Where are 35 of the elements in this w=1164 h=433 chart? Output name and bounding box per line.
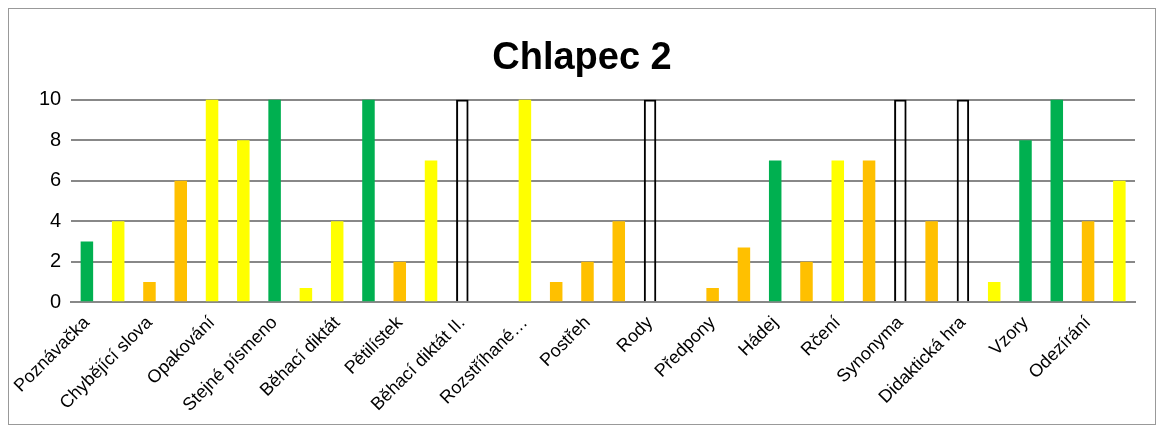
bar (268, 99, 281, 302)
bar (706, 288, 719, 302)
bar (1019, 140, 1032, 302)
bar (831, 160, 845, 302)
bar (393, 261, 407, 302)
bar (612, 221, 626, 302)
y-tick-label: 10 (39, 87, 62, 110)
bar (1113, 180, 1126, 302)
bar (362, 99, 375, 302)
bar (987, 282, 1001, 302)
bar (237, 140, 250, 302)
bar (549, 282, 563, 302)
bar (1081, 221, 1095, 302)
bar (80, 241, 94, 302)
bar (174, 180, 188, 302)
bar (800, 261, 813, 302)
bar (111, 221, 125, 302)
bar (424, 160, 438, 302)
bar (299, 288, 313, 302)
bar (205, 99, 219, 302)
bar (768, 160, 782, 302)
bar (330, 221, 344, 302)
bar (1050, 99, 1064, 302)
y-tick-label: 4 (50, 208, 62, 231)
bar (862, 160, 876, 302)
bar (518, 99, 532, 302)
bar (925, 221, 938, 302)
bar (581, 261, 594, 302)
bar (143, 282, 156, 302)
y-tick-label: 0 (50, 289, 62, 312)
y-tick-label: 6 (50, 168, 62, 191)
bar (737, 247, 751, 302)
y-tick-label: 2 (50, 249, 62, 272)
chart-title: Chlapec 2 (492, 35, 672, 78)
y-tick-label: 8 (50, 127, 62, 150)
